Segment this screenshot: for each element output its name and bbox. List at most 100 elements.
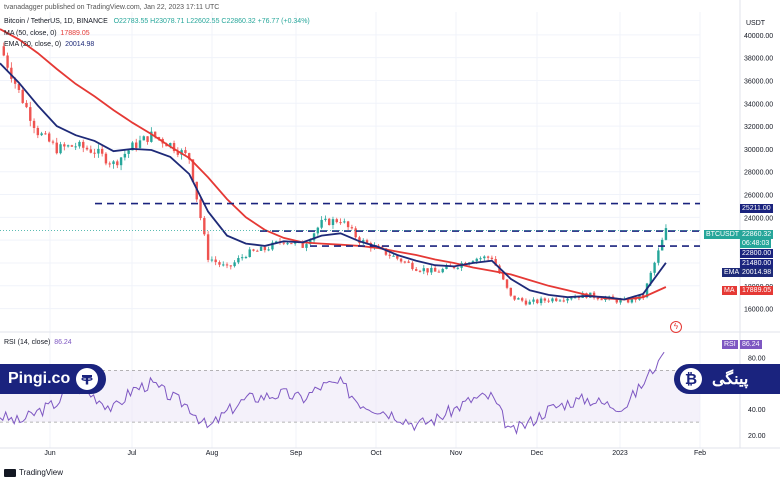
price-tick-label: 24000.00 [744,215,773,222]
candle-up [331,219,335,226]
candle-up [320,219,323,228]
candle-up [248,249,251,258]
candle-up [40,133,43,136]
time-tick-label: Aug [206,450,219,457]
rsi-legend: RSI (14, close) 86.24 [4,339,72,346]
candle-up [653,262,656,273]
time-tick-label: Nov [450,450,463,457]
candle-up [150,131,153,142]
candle-up [97,148,100,154]
candle-down [6,55,9,68]
tradingview-brand: TradingView [19,468,64,477]
candle-up [471,261,475,263]
ma-line [0,28,667,301]
candle-up [237,258,240,263]
candle-down [229,265,233,267]
rsi-band [0,370,700,423]
candle-up [570,298,573,300]
tag-level-low: 21480.00 [740,259,774,268]
candle-down [32,120,36,128]
bitcoin-icon: ₿ [680,368,702,390]
time-tick-label: Feb [694,450,706,457]
candle-down [403,261,407,263]
candle-up [539,298,543,304]
pingi-badge-left: Pingi.co [0,364,106,394]
candle-down [547,300,550,302]
candle-down [55,142,58,154]
candle-up [343,221,346,223]
candle-up [222,264,225,266]
candle-down [225,264,229,266]
tag-resistance-high: 25211.00 [740,204,773,213]
candle-down [13,78,17,84]
candle-down [153,131,157,138]
price-tick-label: 32000.00 [744,124,773,131]
candle-up [305,244,308,248]
candle-up [657,250,660,263]
tag-rsi-value: 86.24 [740,340,762,349]
candle-down [396,255,399,259]
candle-down [339,222,342,224]
tether-icon [76,368,99,390]
candle-down [301,241,304,248]
candle-up [210,259,214,261]
candle-up [660,239,664,251]
time-tick-label: Jul [128,450,137,457]
price-tick-label: 36000.00 [744,78,773,85]
candle-down [513,295,516,300]
tag-ema: EMA [722,268,742,277]
candle-down [509,287,513,296]
candle-down [494,258,497,266]
tag-btc-label: BTCUSDT [704,230,742,239]
symbol-name: Bitcoin / TetherUS, 1D, BINANCE [4,18,108,25]
candle-down [562,300,565,302]
candle-up [483,256,486,259]
candle-down [388,254,391,256]
candle-up [131,142,134,151]
candle-down [263,246,267,251]
ma-legend-label: MA (50, close, 0) [4,30,57,37]
candle-down [418,270,422,272]
candle-up [528,301,531,305]
symbol-line: Bitcoin / TetherUS, 1D, BINANCE O22783.5… [4,18,310,25]
candle-up [138,140,142,148]
pingi-text-right: پینگی [712,371,749,388]
price-tick-label: 34000.00 [744,101,773,108]
event-flash-icon[interactable]: ϟ [670,321,682,333]
candle-down [592,292,596,298]
candle-down [502,273,505,280]
candle-down [10,67,13,79]
candle-down [626,299,630,303]
candle-down [199,199,202,219]
candle-up [259,246,263,251]
candle-up [479,258,482,260]
time-tick-label: Dec [531,450,544,457]
candle-down [172,143,176,152]
rsi-pane [0,331,780,436]
price-tick-label: 28000.00 [744,170,773,177]
candle-up [445,265,448,269]
candle-up [59,144,62,154]
tag-rsi: RSI [722,340,738,349]
candle-up [475,258,478,262]
candle-down [282,242,285,244]
candle-down [252,249,255,251]
tradingview-logo-icon [4,468,16,477]
price-tick-label: 30000.00 [744,147,773,154]
publisher-line: tvanadagger published on TradingView.com… [4,4,220,11]
candle-down [44,133,47,135]
candle-up [142,136,145,141]
rsi-legend-value: 86.24 [54,339,72,346]
candle-down [415,269,418,271]
candle-up [456,267,460,269]
candle-down [596,297,600,300]
candle-down [214,259,217,263]
candle-up [112,161,115,165]
pingi-text-left: Pingi.co [8,370,71,387]
candle-up [664,228,668,240]
candle-down [135,142,138,148]
candle-up [66,145,70,147]
rsi-legend-label: RSI (14, close) [4,339,51,346]
candle-up [551,298,554,302]
candle-down [29,107,32,121]
